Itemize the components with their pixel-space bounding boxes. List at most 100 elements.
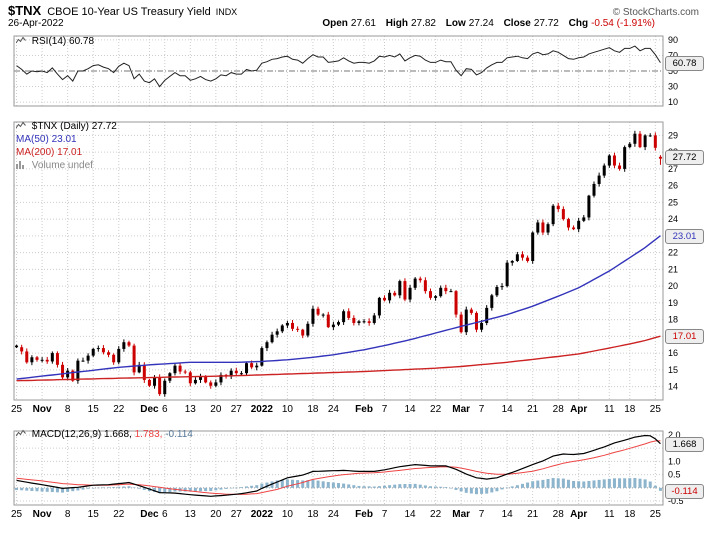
volume-bars-icon (16, 161, 24, 169)
svg-text:25: 25 (668, 197, 678, 207)
svg-text:15: 15 (88, 509, 100, 520)
price-axis-value-box: 27.72 (665, 150, 704, 165)
volume-legend-label: Volume (31, 160, 66, 171)
x-axis-labels: 25 Nov 8 15 22 Dec 6 13 20 27 2022 10 18 24 Feb 7 14 22 Ma… (11, 509, 661, 520)
svg-text:22: 22 (430, 404, 442, 415)
svg-text:7: 7 (479, 509, 485, 520)
high-label: High (385, 18, 408, 29)
svg-text:Mar: Mar (452, 404, 470, 415)
chg-value: -0.54 (-1.91%) (591, 18, 655, 29)
svg-text:Dec: Dec (140, 404, 159, 415)
line-chart-icon (15, 121, 26, 129)
macd-signal-line (16, 440, 661, 495)
svg-text:Apr: Apr (570, 404, 587, 415)
macd-legend: MACD(12,26,9) 1.668, 1.783, -0.114 (15, 428, 193, 441)
svg-text:7: 7 (479, 404, 485, 415)
svg-text:70: 70 (668, 50, 678, 60)
svg-text:22: 22 (430, 509, 442, 520)
svg-text:18: 18 (624, 404, 636, 415)
svg-text:29: 29 (668, 130, 678, 140)
high-value: 27.82 (410, 18, 436, 29)
svg-text:Nov: Nov (33, 404, 52, 415)
chg-label: Chg (568, 18, 589, 29)
price-panel: 2928272625242322212019181716151425Nov815… (11, 121, 678, 415)
svg-text:Mar: Mar (452, 509, 470, 520)
rsi-line (16, 45, 661, 88)
svg-text:6: 6 (162, 404, 168, 415)
svg-text:22: 22 (113, 509, 125, 520)
svg-text:22: 22 (113, 404, 125, 415)
instrument-name: CBOE 10-Year US Treasury Yield (47, 6, 211, 18)
macd-svg-grid (14, 431, 663, 505)
svg-text:-0.5: -0.5 (668, 496, 684, 506)
rsi-axis-value-box: 60.78 (665, 56, 704, 71)
rsi-legend-value: 60.78 (69, 36, 95, 47)
candlesticks (15, 130, 662, 397)
main-svg-yaxis-labels: 29282726252423222120191817161514 (668, 130, 678, 391)
svg-text:18: 18 (307, 404, 319, 415)
macd-legend-hist-value: -0.114 (165, 429, 193, 440)
svg-text:7: 7 (382, 404, 388, 415)
svg-text:22: 22 (668, 248, 678, 258)
svg-text:20: 20 (668, 281, 678, 291)
svg-text:13: 13 (185, 509, 197, 520)
svg-text:8: 8 (65, 404, 71, 415)
macd-legend-macd-value: 1.668, (104, 429, 132, 440)
rsi-svg-yaxis-labels: 90 70 50 30 10 (668, 35, 678, 107)
line-chart-icon (15, 36, 26, 44)
svg-text:24: 24 (328, 509, 340, 520)
ticker-symbol: $TNX (8, 3, 42, 18)
svg-text:27: 27 (668, 164, 678, 174)
svg-text:10: 10 (668, 97, 678, 107)
low-label: Low (445, 18, 466, 29)
svg-text:Dec: Dec (140, 509, 159, 520)
ma200-axis-value-box: 17.01 (665, 329, 704, 344)
svg-text:21: 21 (668, 264, 678, 274)
exchange-label: INDX (215, 7, 238, 17)
svg-text:25: 25 (11, 404, 23, 415)
svg-text:2.0: 2.0 (668, 430, 681, 440)
svg-text:8: 8 (65, 509, 71, 520)
price-legend: $TNX (Daily) 27.72 MA(50) 23.01 MA(200) … (15, 120, 117, 172)
macd-legend-signal-value: 1.783, (134, 429, 163, 440)
macd-histogram (15, 478, 662, 495)
svg-text:15: 15 (88, 404, 100, 415)
svg-text:18: 18 (624, 509, 636, 520)
rsi-svg-grid (14, 36, 663, 106)
ma50-axis-value-box: 23.01 (665, 229, 704, 244)
ma50-legend-value: 23.01 (51, 134, 77, 145)
volume-legend-value: undef (67, 160, 93, 171)
svg-text:13: 13 (185, 404, 197, 415)
svg-text:Nov: Nov (33, 509, 52, 520)
macd-axis-value-box: 1.668 (665, 437, 704, 452)
svg-text:18: 18 (668, 315, 678, 325)
svg-text:28: 28 (553, 404, 565, 415)
svg-text:25: 25 (650, 509, 662, 520)
svg-text:90: 90 (668, 35, 678, 45)
svg-text:0.5: 0.5 (668, 470, 681, 480)
svg-text:11: 11 (604, 404, 615, 415)
svg-text:27: 27 (231, 509, 243, 520)
svg-text:2022: 2022 (251, 509, 274, 520)
svg-text:18: 18 (307, 509, 319, 520)
svg-text:21: 21 (527, 509, 539, 520)
svg-text:26: 26 (668, 181, 678, 191)
price-legend-label: $TNX (Daily) (31, 121, 90, 132)
svg-text:20: 20 (210, 509, 222, 520)
ma50-legend-label: MA(50) (16, 134, 49, 145)
ma50-line (16, 235, 661, 380)
macd-panel: 2.01.51.00.50.0-0.525Nov81522Dec61320272… (11, 430, 684, 520)
svg-text:20: 20 (210, 404, 222, 415)
macd-hist-axis-value-box: -0.114 (665, 484, 704, 499)
line-chart-icon (15, 429, 26, 437)
macd-legend-label: MACD(12,26,9) (31, 429, 102, 440)
close-value: 27.72 (533, 18, 559, 29)
svg-text:27: 27 (231, 404, 243, 415)
svg-text:21: 21 (527, 404, 539, 415)
quote-row: 26-Apr-2022 Open 27.61 High 27.82 Low 27.24… (8, 18, 699, 29)
open-value: 27.61 (350, 18, 376, 29)
stockcharts-copyright-link[interactable]: © StockCharts.com (612, 7, 699, 18)
svg-text:19: 19 (668, 298, 678, 308)
rsi-legend-label: RSI(14) (31, 36, 67, 47)
